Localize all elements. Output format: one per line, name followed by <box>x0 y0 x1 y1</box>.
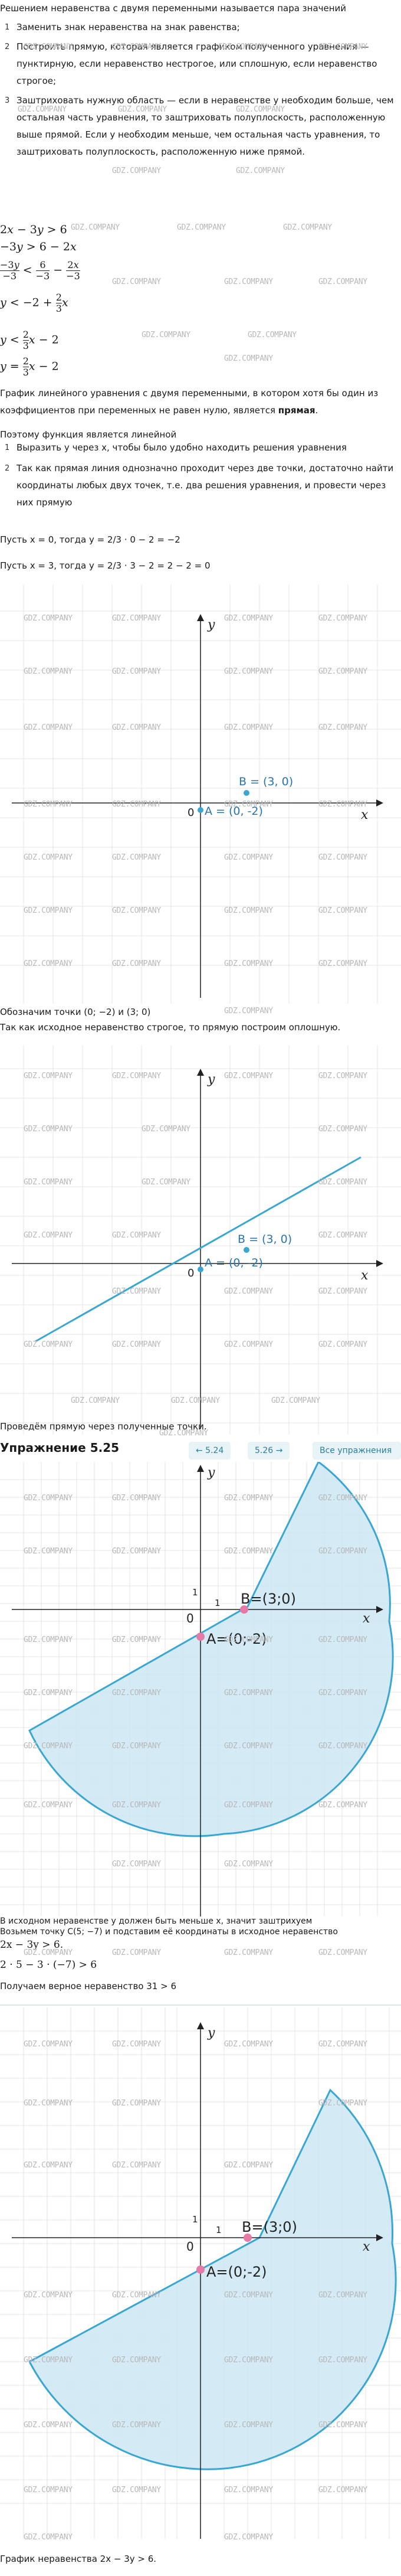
list-item: 3 Заштриховать нужную область — если в не… <box>5 95 394 157</box>
math-line-1: 2x − 3y > 6 <box>0 223 67 236</box>
calc-line-2: Пусть x = 3, тогда y = 2/3 · 3 − 2 = 2 −… <box>0 560 211 571</box>
graph-final-svg: x y 0 1 1 A=(0;-2) B=(3;0) <box>0 2007 401 2539</box>
func-note: Поэтому функция является линейной <box>0 429 177 440</box>
graph-points-svg: x y 0 A = (0, -2) B = (3, 0) <box>0 585 401 1004</box>
check-line-3: 2x − 3y > 6. <box>0 1939 64 1951</box>
exercise-nav: Упражнение 5.25 ← 5.24 5.26 → Все упражн… <box>0 1438 401 1462</box>
one-y-label: 1 <box>192 2214 198 2225</box>
point-a <box>198 1266 203 1272</box>
y-axis-label: y <box>207 1072 215 1087</box>
point-b-label: B=(3;0) <box>241 1591 296 1607</box>
list-item: 1 Выразить y через x, чтобы было удобно н… <box>5 442 347 453</box>
watermark: GDZ.COMPANY <box>112 166 161 175</box>
all-exercises-button[interactable]: Все упражнения <box>313 1442 401 1460</box>
point-a <box>196 2265 205 2274</box>
caption-points: Обозначим точки (0; −2) и (3; 0) <box>0 1007 151 1017</box>
point-b-label: B=(3;0) <box>242 2219 297 2235</box>
point-b-label: B = (3, 0) <box>239 775 293 788</box>
steps-list-2: 1 Выразить y через x, чтобы было удобно н… <box>0 439 401 511</box>
watermark: GDZ.COMPANY <box>224 277 273 286</box>
graph-points: x y 0 A = (0, -2) B = (3, 0) <box>0 585 401 1004</box>
math-line-2: −3y > 6 − 2x <box>0 240 77 253</box>
x-axis-arrow <box>376 799 383 807</box>
caption-strict: Так как исходное неравенство строгое, то… <box>0 1022 341 1033</box>
check-line-5: Получаем верное неравенство 31 > 6 <box>0 1981 176 1991</box>
check-line-2: Возьмем точку C(5; −7) и подставим её ко… <box>0 1927 338 1937</box>
prev-exercise-button[interactable]: ← 5.24 <box>189 1442 231 1460</box>
point-a-label: A = (0, -2) <box>205 805 263 818</box>
watermark: GDZ.COMPANY <box>112 277 161 286</box>
y-axis-arrow <box>197 2022 204 2029</box>
x-axis-arrow <box>376 1606 383 1613</box>
x-axis-label: x <box>361 808 369 822</box>
x-axis-label: x <box>361 1268 369 1283</box>
y-axis-arrow <box>197 614 204 621</box>
point-b <box>244 1247 249 1253</box>
point-a <box>196 1633 205 1641</box>
list-item: 2 Так как прямая линия однозначно проходи… <box>5 463 394 508</box>
one-y-label: 1 <box>192 1587 198 1598</box>
list-item: 2 Построить прямую, которая является граф… <box>5 41 377 86</box>
point-a <box>198 807 203 813</box>
y-axis-arrow <box>197 1069 204 1076</box>
point-b <box>240 1605 248 1614</box>
check-line-4: 2 · 5 − 3 · (−7) > 6 <box>0 1959 97 1971</box>
shaded-region <box>28 2088 397 2470</box>
watermark: GDZ.COMPANY <box>71 223 120 232</box>
origin-label: 0 <box>186 1611 194 1625</box>
caption-line: Проведём прямую через полученные точки. <box>0 1421 207 1432</box>
one-x-label: 1 <box>215 1598 221 1608</box>
one-x-label: 1 <box>216 2225 222 2235</box>
watermark: GDZ.COMPANY <box>224 1948 273 1957</box>
intro-text: Решением неравенства с двумя переменными… <box>0 3 347 14</box>
point-a-label: A=(0;-2) <box>206 1631 267 1647</box>
y-axis-arrow <box>197 1465 204 1472</box>
watermark: GDZ.COMPANY <box>236 166 285 175</box>
y-axis-label: y <box>207 1465 215 1480</box>
x-axis-arrow <box>376 2234 383 2241</box>
x-axis-label: x <box>363 1611 370 1626</box>
point-b-label: B = (3, 0) <box>238 1233 292 1246</box>
final-caption: График неравенства 2x − 3y > 6. <box>0 2554 157 2564</box>
watermark: GDZ.COMPANY <box>318 1948 367 1957</box>
graph-shaded-svg: x y 0 1 1 A=(0;-2) B=(3;0) <box>0 1462 401 1917</box>
next-exercise-button[interactable]: 5.26 → <box>248 1442 290 1460</box>
x-axis-arrow <box>376 1260 383 1267</box>
calc-line-1: Пусть x = 0, тогда y = 2/3 · 0 − 2 = −2 <box>0 534 180 545</box>
point-a-label: A = (0, -2) <box>205 1256 263 1269</box>
point-b <box>244 2234 252 2242</box>
graph-final: x y 0 1 1 A=(0;-2) B=(3;0) <box>0 2007 401 2539</box>
origin-label: 0 <box>186 2239 194 2254</box>
shaded-region <box>28 1462 394 1837</box>
x-axis-label: x <box>363 2239 370 2254</box>
graph-line-svg: x y 0 A = (0, -2) B = (3, 0) <box>0 1045 401 1435</box>
y-axis-label: y <box>207 618 215 632</box>
divider <box>0 2004 401 2006</box>
watermark: GDZ.COMPANY <box>224 354 273 363</box>
graph-shaded: x y 0 1 1 A=(0;-2) B=(3;0) <box>0 1462 401 1917</box>
graph-line: x y 0 A = (0, -2) B = (3, 0) <box>0 1045 401 1435</box>
origin-label: 0 <box>188 807 194 819</box>
steps-list-1: 1 Заменить знак неравенства на знак равен… <box>0 19 401 161</box>
y-axis-label: y <box>207 2026 215 2040</box>
watermark: GDZ.COMPANY <box>248 331 297 339</box>
linear-def: График линейного уравнения с двумя перем… <box>0 388 379 416</box>
watermark: GDZ.COMPANY <box>283 223 332 232</box>
watermark: GDZ.COMPANY <box>142 331 190 339</box>
exercise-title: Упражнение 5.25 <box>0 1441 120 1455</box>
point-a-label: A=(0;-2) <box>206 2264 267 2280</box>
list-item: 1 Заменить знак неравенства на знак равен… <box>5 22 240 32</box>
origin-label: 0 <box>188 1267 194 1279</box>
watermark: GDZ.COMPANY <box>177 223 226 232</box>
math-line-3: −3y −3 < 6 −3 − 2x −3 <box>0 259 80 282</box>
watermark: GDZ.COMPANY <box>112 1948 161 1957</box>
watermark: GDZ.COMPANY <box>318 277 367 286</box>
solution-line <box>35 1156 361 1343</box>
point-b <box>244 790 249 796</box>
check-line-1: В исходном неравенстве y должен быть мен… <box>0 1917 313 1926</box>
